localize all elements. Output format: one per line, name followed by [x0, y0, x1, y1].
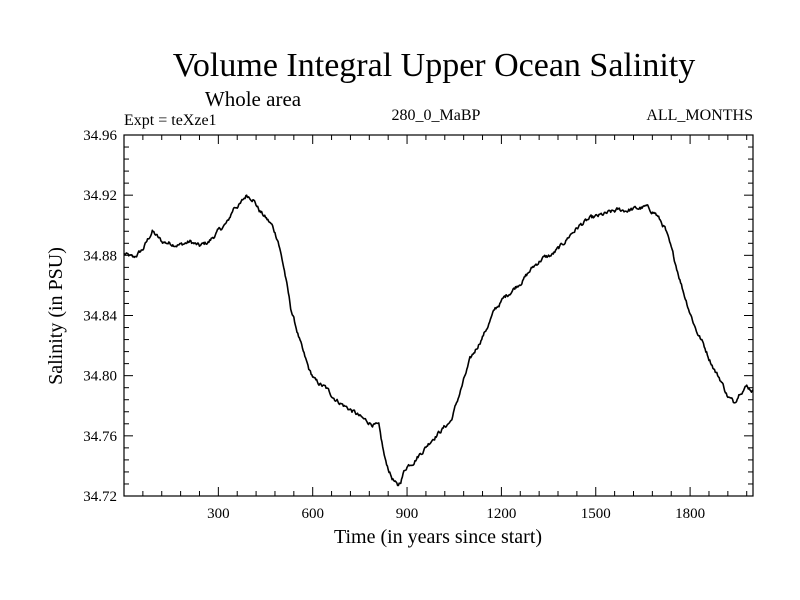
y-tick-label: 34.88 [83, 248, 117, 264]
center-label: 280_0_MaBP [392, 107, 481, 124]
x-tick-label: 300 [207, 506, 230, 522]
right-label: ALL_MONTHS [646, 107, 753, 124]
y-tick-label: 34.72 [83, 489, 117, 505]
x-tick-label: 1500 [581, 506, 611, 522]
y-tick-label: 34.84 [83, 309, 117, 325]
chart-subtitle: Whole area [205, 87, 302, 111]
y-axis-label: Salinity (in PSU) [45, 247, 67, 385]
ticks-layer [124, 134, 753, 497]
expt-label: Expt = teXze1 [124, 112, 217, 129]
y-tick-label: 34.92 [83, 188, 117, 204]
tick-labels: 300 600 900 1200 1500 1800 34.72 34.76 34.80 34.8… [83, 128, 705, 522]
chart-title: Volume Integral Upper Ocean Salinity [173, 47, 695, 84]
x-tick-label: 900 [396, 506, 419, 522]
x-tick-label: 1200 [486, 506, 516, 522]
plot-frame [123, 134, 754, 497]
x-axis-label: Time (in years since start) [334, 526, 542, 548]
salinity-line [123, 194, 754, 487]
x-tick-label: 600 [301, 506, 324, 522]
x-tick-label: 1800 [675, 506, 705, 522]
y-tick-label: 34.80 [83, 369, 117, 385]
y-tick-label: 34.76 [83, 429, 117, 445]
y-tick-label: 34.96 [83, 128, 117, 144]
